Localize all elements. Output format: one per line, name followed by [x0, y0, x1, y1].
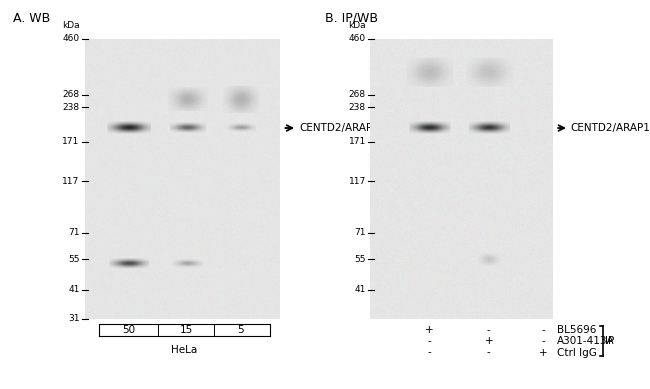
Text: 71: 71 [68, 228, 79, 237]
Text: 460: 460 [62, 34, 79, 44]
Text: 5: 5 [237, 325, 244, 335]
Text: -: - [428, 336, 432, 346]
Text: 117: 117 [348, 177, 366, 186]
Text: 31: 31 [68, 314, 79, 324]
Text: BL5696: BL5696 [557, 325, 597, 335]
Text: 50: 50 [122, 325, 135, 335]
Text: kDa: kDa [62, 21, 79, 30]
Text: 41: 41 [68, 286, 79, 294]
Text: A. WB: A. WB [13, 12, 50, 25]
Text: -: - [487, 348, 491, 357]
Text: kDa: kDa [348, 21, 366, 30]
Text: 117: 117 [62, 177, 79, 186]
Text: -: - [541, 336, 545, 346]
Text: 238: 238 [349, 103, 366, 112]
Text: +: + [484, 336, 493, 346]
Text: 15: 15 [180, 325, 194, 335]
Text: IP: IP [605, 336, 614, 346]
Text: A301-413A: A301-413A [557, 336, 615, 346]
Text: B. IP/WB: B. IP/WB [325, 12, 378, 25]
Text: Ctrl IgG: Ctrl IgG [557, 348, 597, 357]
Text: 238: 238 [62, 103, 79, 112]
Text: HeLa: HeLa [172, 345, 198, 355]
Text: 55: 55 [68, 255, 79, 264]
Text: 171: 171 [62, 137, 79, 146]
Text: -: - [428, 348, 432, 357]
Text: CENTD2/ARAP1: CENTD2/ARAP1 [571, 123, 650, 133]
Text: 71: 71 [354, 228, 366, 237]
Text: CENTD2/ARAP1: CENTD2/ARAP1 [299, 123, 379, 133]
Text: +: + [539, 348, 548, 357]
Text: 460: 460 [349, 34, 366, 44]
Text: 268: 268 [62, 91, 79, 100]
Text: -: - [541, 325, 545, 335]
Text: 268: 268 [349, 91, 366, 100]
Text: 41: 41 [354, 286, 366, 294]
Text: 55: 55 [354, 255, 366, 264]
Text: -: - [487, 325, 491, 335]
Text: +: + [425, 325, 434, 335]
Text: 171: 171 [348, 137, 366, 146]
